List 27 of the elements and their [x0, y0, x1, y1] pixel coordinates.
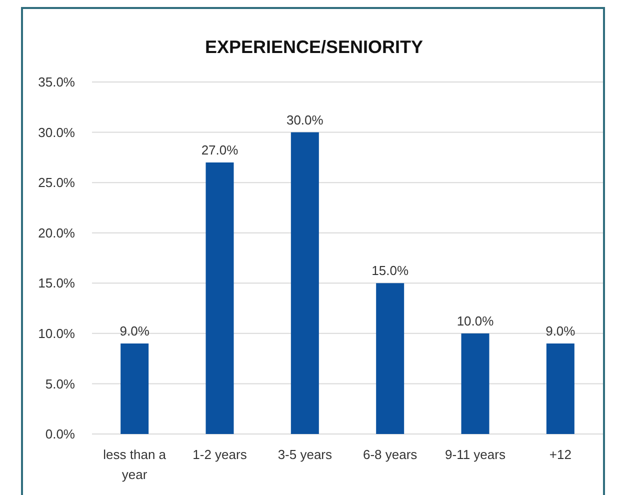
bar: [206, 162, 234, 434]
data-label: 9.0%: [120, 323, 150, 338]
y-tick-label: 5.0%: [45, 376, 76, 392]
y-tick-label: 30.0%: [38, 124, 76, 140]
x-tick-label: 3-5 years: [278, 447, 333, 462]
y-tick-label: 20.0%: [38, 225, 76, 240]
x-tick-label: 9-11 years: [445, 447, 506, 462]
y-tick-label: 10.0%: [38, 326, 76, 341]
x-tick-label: +12: [549, 447, 572, 462]
data-label: 27.0%: [201, 142, 239, 158]
data-label: 30.0%: [286, 112, 324, 128]
y-tick-label: 0.0%: [45, 426, 76, 442]
y-tick-label: 15.0%: [38, 276, 76, 291]
y-tick-label: 25.0%: [38, 175, 76, 190]
bar: [376, 283, 404, 434]
data-label: 9.0%: [546, 323, 576, 338]
bar: [120, 343, 149, 434]
x-tick-label: less than a year: [103, 447, 167, 482]
x-tick-label: 6-8 years: [362, 447, 418, 462]
data-label: 15.0%: [372, 263, 409, 278]
data-label: 10.0%: [456, 313, 494, 328]
y-tick-label: 35.0%: [38, 74, 76, 90]
bar: [461, 333, 490, 434]
chart-title: EXPERIENCE/SENIORITY: [204, 37, 424, 57]
x-tick-label: 1-2 years: [192, 447, 248, 462]
bar: [290, 132, 319, 434]
bar: [546, 343, 574, 434]
